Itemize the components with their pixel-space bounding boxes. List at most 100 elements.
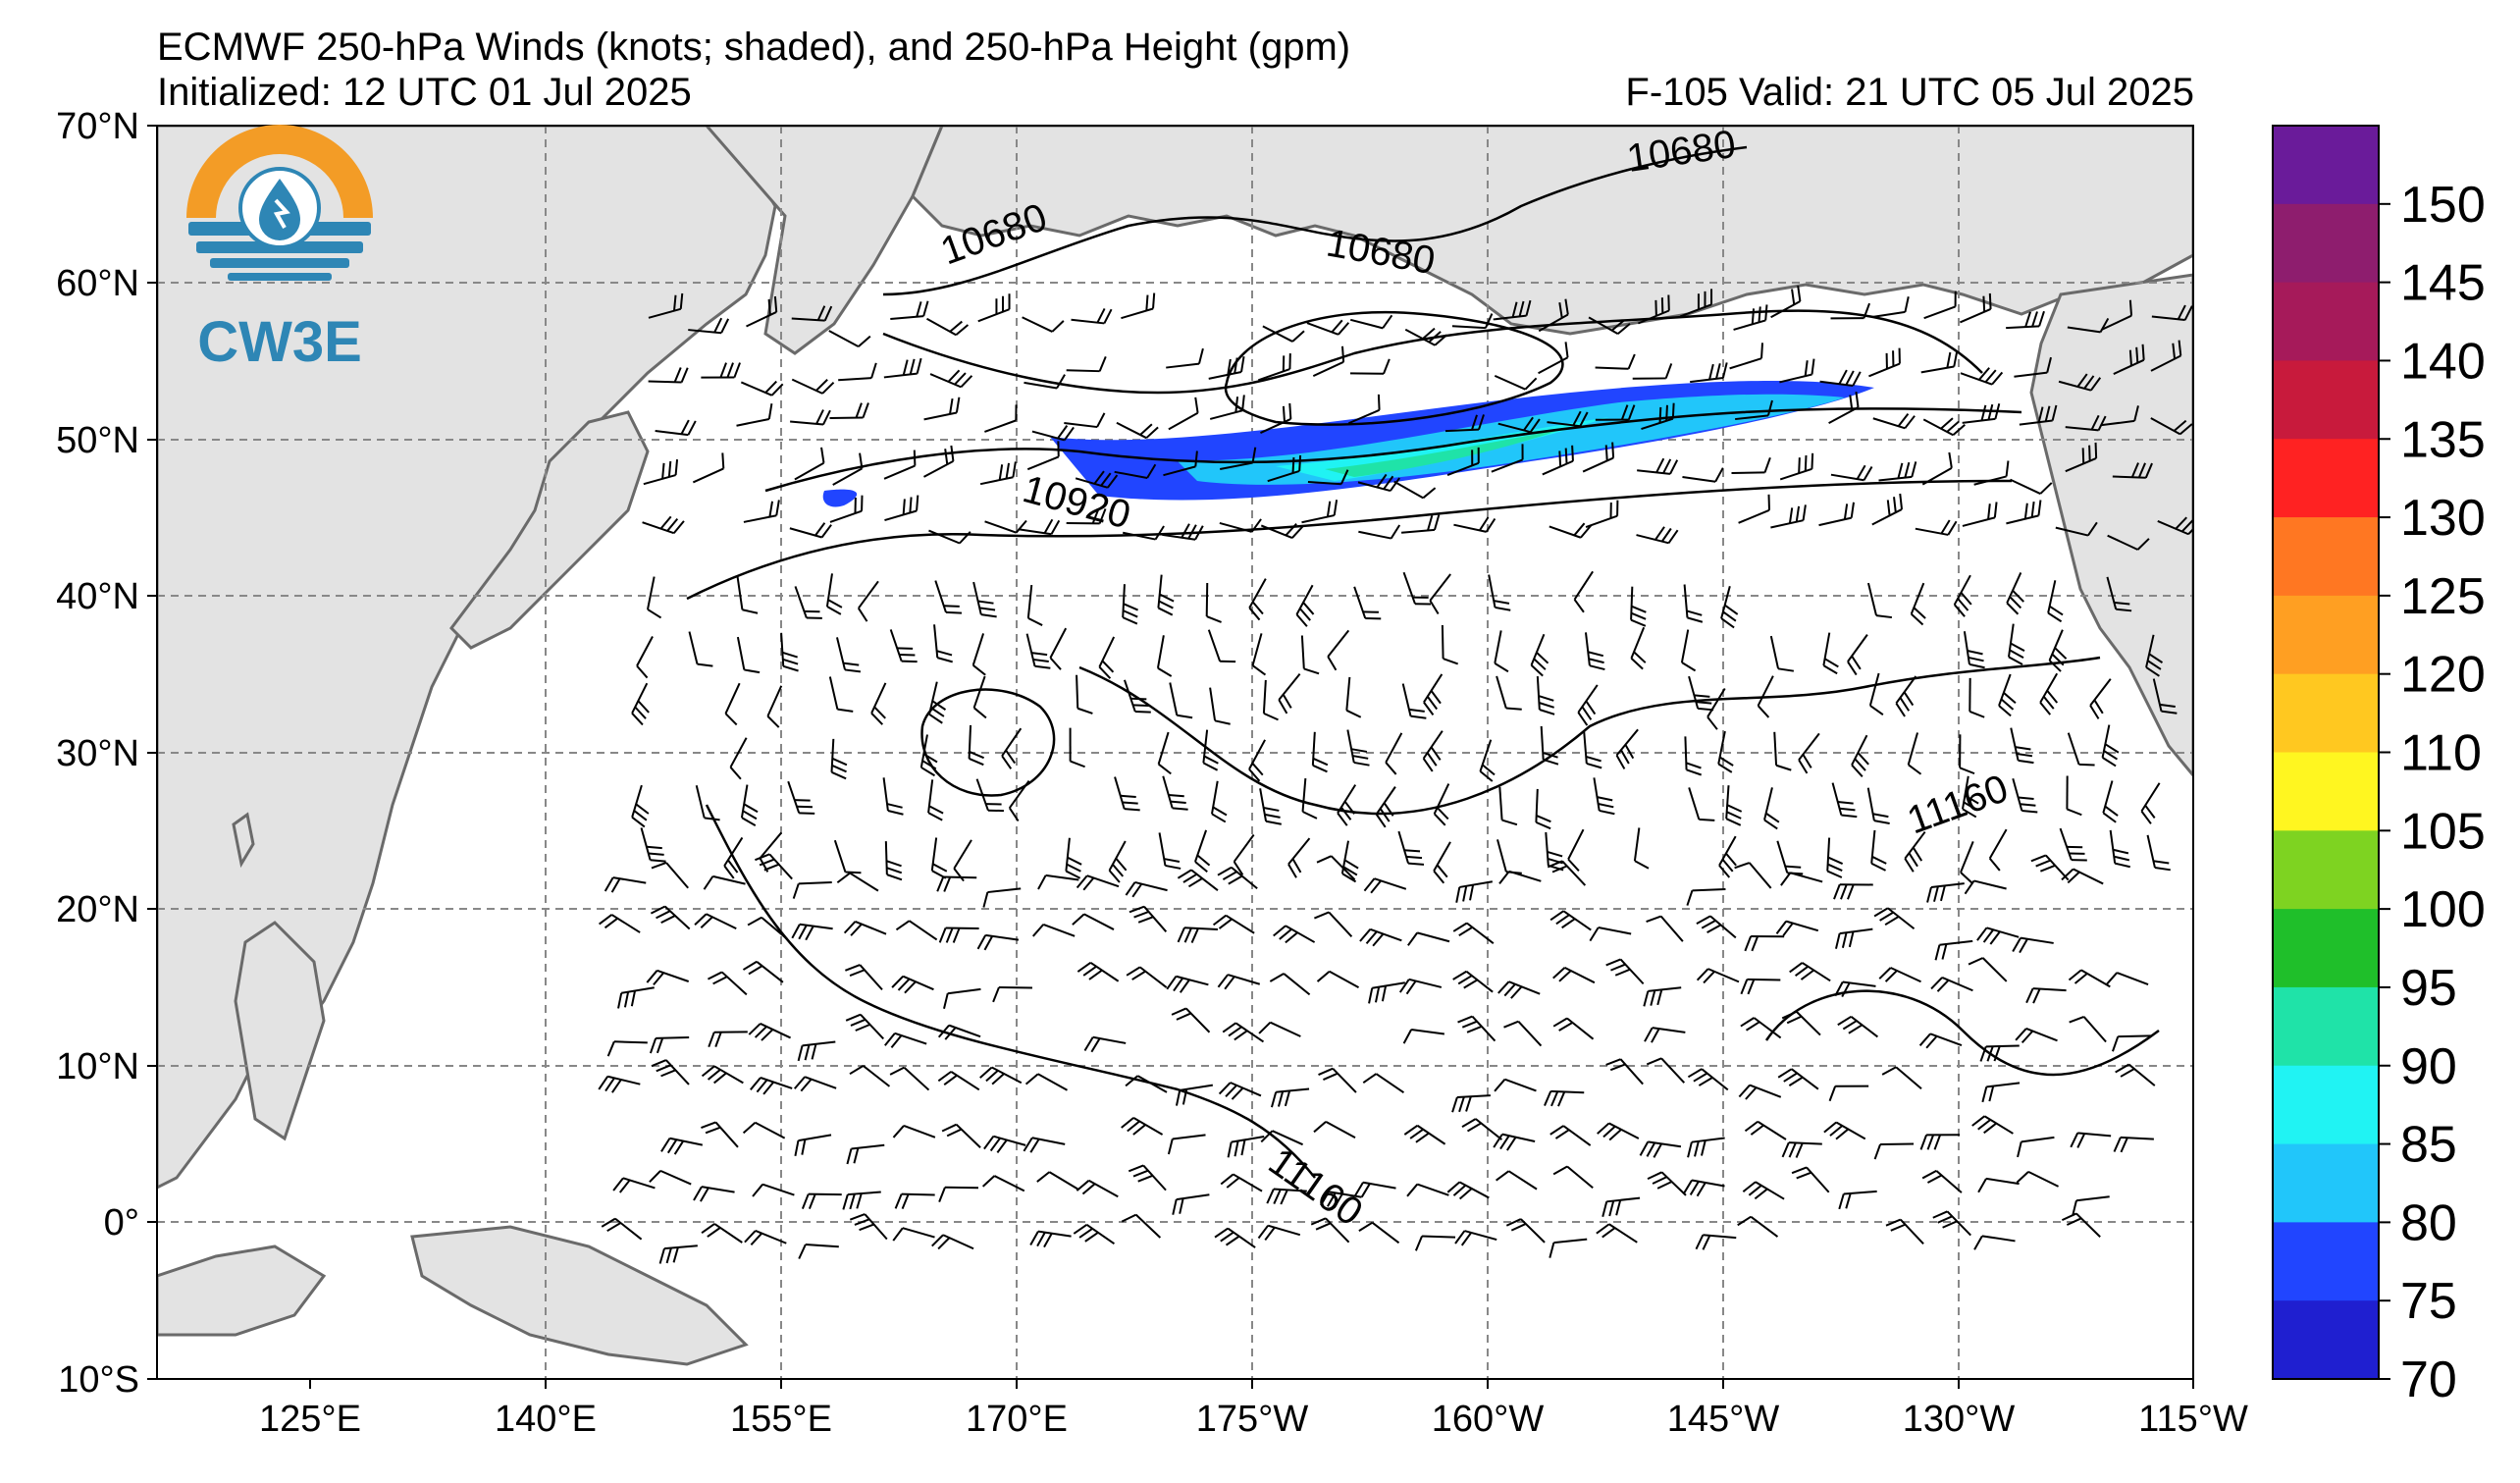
land-north-america: [2029, 273, 2193, 778]
wind-barb: [1026, 584, 1043, 626]
contour-11160-south: [1764, 989, 2160, 1077]
wind-barb: [2115, 1063, 2156, 1086]
wind-barb: [1930, 976, 1973, 992]
wind-barb: [2055, 521, 2098, 537]
wind-barb: [2061, 868, 2104, 885]
wind-barb: [640, 827, 666, 863]
wind-barb: [975, 778, 1004, 813]
wind-barb: [1162, 775, 1188, 811]
wind-barb: [789, 522, 832, 539]
wind-barb: [1124, 679, 1151, 714]
wind-barb: [1497, 980, 1541, 999]
wind-barb: [2100, 299, 2133, 332]
wind-barb: [1260, 402, 1292, 434]
wind-barb: [1964, 879, 2007, 895]
wind-barb: [642, 515, 685, 535]
wind-barb: [1205, 583, 1222, 623]
lon-label: 170°E: [966, 1399, 1068, 1440]
wind-barb: [2105, 972, 2149, 985]
wind-barb: [1868, 672, 1884, 716]
wind-barb: [1064, 412, 1106, 429]
wind-barb: [883, 450, 917, 480]
wind-barb: [1632, 363, 1673, 380]
wind-barb: [1646, 915, 1684, 942]
wind-barb: [1637, 457, 1679, 475]
wind-barb: [1734, 862, 1772, 889]
wind-barb: [1488, 574, 1511, 611]
wind-barb: [1422, 730, 1444, 772]
wind-barb: [723, 836, 744, 879]
wind-barb: [2010, 727, 2034, 765]
wind-barb: [736, 403, 773, 427]
wind-barb: [703, 874, 746, 890]
wind-barb: [1400, 514, 1441, 534]
wind-barb: [1718, 835, 1737, 878]
wind-barb: [2101, 405, 2139, 427]
wind-barb: [1682, 1179, 1725, 1197]
wind-barb: [895, 920, 938, 941]
valid-time: F-105 Valid: 21 UTC 05 Jul 2025: [1625, 71, 2194, 114]
contour-10680-b: [882, 309, 1983, 395]
wind-barb: [1573, 570, 1594, 613]
wind-barb: [1601, 1196, 1641, 1218]
wind-barb: [1921, 451, 1953, 486]
wind-barb: [612, 1177, 656, 1193]
wind-barb: [1960, 367, 2004, 386]
wind-barb: [1433, 841, 1451, 884]
wind-barb: [858, 580, 879, 622]
wind-barb: [701, 1065, 744, 1085]
wind-barb: [1125, 880, 1168, 898]
wind-barb: [1177, 927, 1219, 943]
wind-barb: [832, 452, 864, 486]
wind-barb: [1918, 1033, 1963, 1049]
wind-barb: [1851, 734, 1869, 777]
wind-barb: [649, 1036, 690, 1054]
wind-barb: [1584, 632, 1605, 671]
lat-label: 10°S: [58, 1359, 139, 1401]
wind-barb: [1968, 957, 2008, 982]
wind-barb: [1822, 632, 1839, 675]
colorbar-segment: [2273, 1065, 2379, 1145]
wind-barb: [1316, 855, 1356, 881]
wind-barb: [1266, 1188, 1307, 1205]
wind-barb: [694, 913, 737, 930]
wind-barb: [1738, 494, 1770, 524]
colorbar-label: 90: [2400, 1038, 2457, 1095]
wind-barb: [1208, 356, 1245, 380]
wind-barb: [1260, 1130, 1303, 1146]
wind-barb: [1998, 673, 2017, 717]
wind-barb: [1595, 353, 1636, 370]
wind-barb: [1375, 786, 1396, 828]
wind-barb: [742, 1121, 786, 1139]
wind-barb: [1498, 786, 1518, 826]
wind-barb: [1122, 584, 1138, 625]
wind-barb: [649, 1169, 692, 1186]
wind-barb: [2145, 634, 2164, 677]
wind-barb: [1385, 732, 1403, 775]
wind-barb: [1733, 304, 1768, 331]
wind-barb: [1878, 461, 1917, 482]
colorbar-label: 150: [2400, 177, 2486, 234]
wind-barb: [1126, 966, 1168, 988]
wind-barb: [849, 1213, 888, 1241]
wind-barb: [1076, 674, 1093, 715]
wind-barb: [688, 317, 730, 335]
wind-barb: [1798, 732, 1820, 774]
graticule: [157, 126, 2193, 1379]
wind-barb: [845, 964, 883, 991]
wind-barb: [1847, 634, 1868, 676]
wind-barb: [1973, 460, 2010, 486]
wind-barb: [838, 362, 877, 382]
wind-barb: [791, 923, 833, 941]
wind-barb: [1636, 526, 1679, 545]
wind-barb: [1866, 582, 1893, 619]
wind-barb: [2039, 672, 2059, 715]
wind-barb: [1593, 777, 1615, 816]
wind-barb: [1831, 782, 1858, 819]
wind-barb: [1233, 833, 1255, 875]
wind-barb: [884, 495, 919, 522]
wind-barb: [1300, 635, 1320, 675]
wind-barb: [1407, 931, 1450, 946]
colorbar-label: 75: [2400, 1273, 2457, 1330]
wind-barb: [2106, 576, 2132, 612]
